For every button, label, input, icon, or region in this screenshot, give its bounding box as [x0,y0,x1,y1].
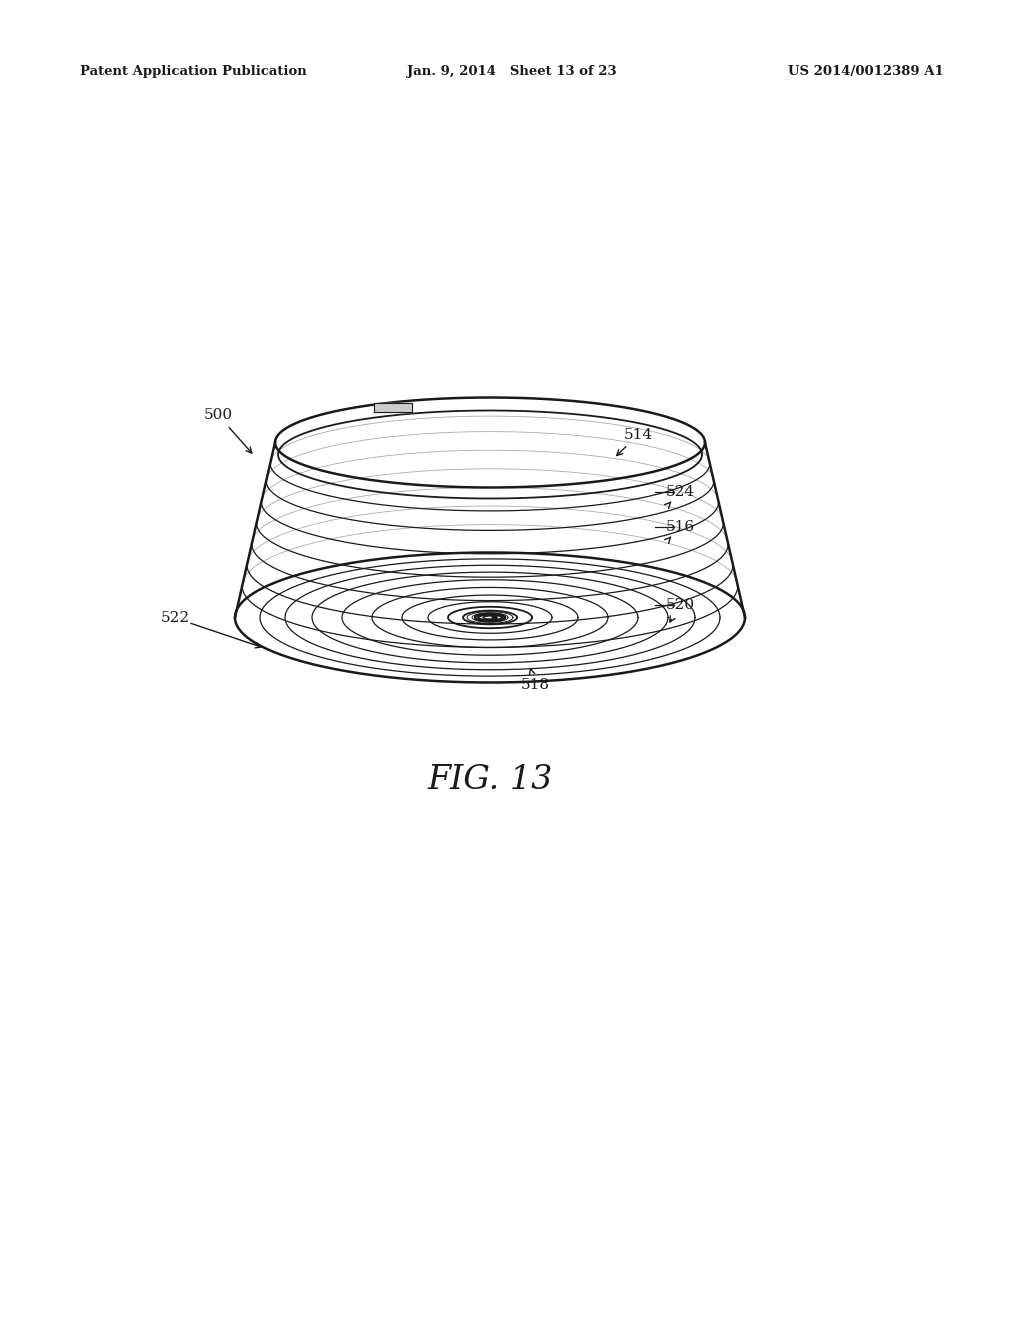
Text: 520: 520 [666,598,694,612]
Text: 516: 516 [666,520,694,535]
Polygon shape [374,404,412,412]
Text: US 2014/0012389 A1: US 2014/0012389 A1 [788,66,944,78]
Text: 518: 518 [520,678,550,692]
Polygon shape [236,553,745,682]
Text: 500: 500 [204,408,232,422]
Polygon shape [234,397,745,682]
Text: 522: 522 [161,611,189,624]
Text: Jan. 9, 2014   Sheet 13 of 23: Jan. 9, 2014 Sheet 13 of 23 [408,66,616,78]
Text: Patent Application Publication: Patent Application Publication [80,66,307,78]
Text: 524: 524 [666,484,694,499]
Text: 514: 514 [624,428,652,442]
Text: FIG. 13: FIG. 13 [427,764,553,796]
Polygon shape [275,397,705,487]
